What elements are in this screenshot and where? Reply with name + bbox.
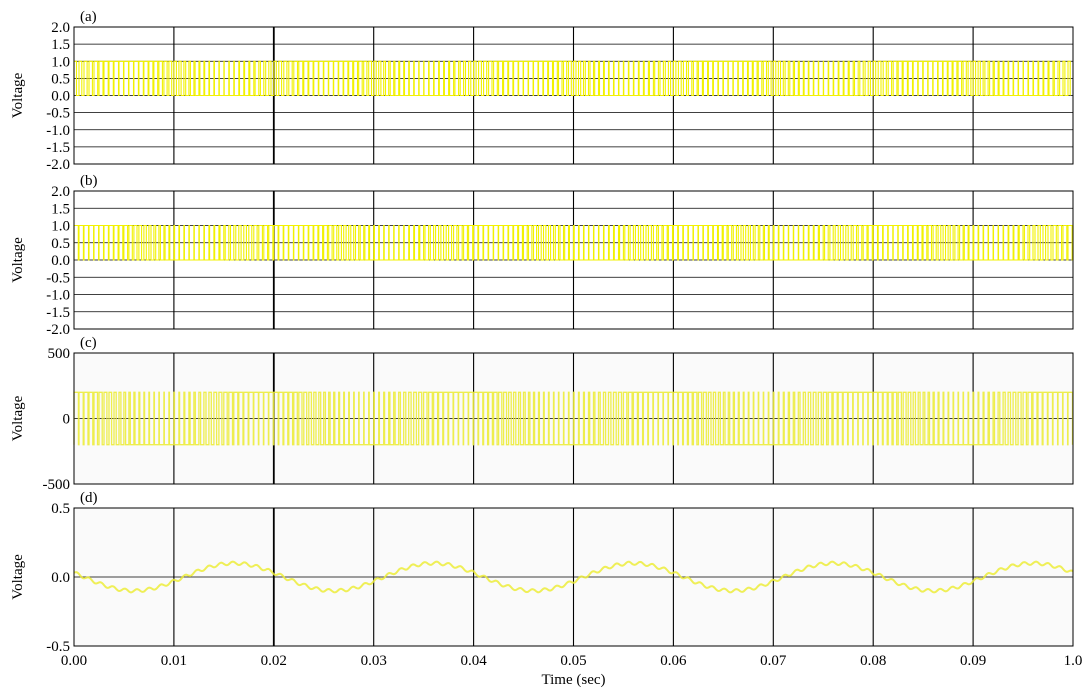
plot-frame bbox=[73, 352, 1074, 485]
signal-trace bbox=[73, 224, 1074, 261]
panel-label: (b) bbox=[80, 173, 98, 189]
y-axis-label: Voltage bbox=[10, 395, 26, 441]
plot-frame bbox=[73, 190, 1074, 330]
y-tick-label: -500 bbox=[43, 477, 71, 493]
x-tick-label: 1.0 bbox=[1064, 653, 1083, 669]
y-tick-label: 0 bbox=[63, 412, 71, 428]
y-tick-label: 1.5 bbox=[51, 37, 70, 53]
y-tick-label: -0.5 bbox=[46, 270, 70, 286]
x-tick-label: 0.00 bbox=[61, 653, 87, 669]
x-axis-label: Time (sec) bbox=[541, 672, 605, 688]
y-tick-label: 2.0 bbox=[51, 184, 70, 200]
x-tick-label: 0.06 bbox=[660, 653, 687, 669]
y-axis-label: Voltage bbox=[10, 72, 26, 118]
signal-trace bbox=[73, 391, 1074, 446]
y-tick-label: -2.0 bbox=[46, 157, 70, 173]
y-tick-label: 0.0 bbox=[51, 253, 70, 269]
y-tick-label: -1.0 bbox=[46, 123, 70, 139]
panel-a: 2.01.51.00.5 0.0-0.5-1.0-1.5-2.0 (a) Voltag… bbox=[10, 9, 1074, 173]
y-tick-label: 0.0 bbox=[51, 570, 70, 586]
panel-c: 500 0 -500 (c) Voltage bbox=[10, 335, 1074, 493]
y-tick-label: 0.5 bbox=[51, 71, 70, 87]
y-tick-label: 500 bbox=[48, 346, 71, 362]
y-tick-label: -1.5 bbox=[46, 140, 70, 156]
y-axis-label: Voltage bbox=[10, 237, 26, 283]
x-tick-label: 0.04 bbox=[460, 653, 487, 669]
x-tick-label: 0.05 bbox=[560, 653, 586, 669]
y-tick-label: 1.5 bbox=[51, 201, 70, 217]
x-tick-label: 0.08 bbox=[860, 653, 886, 669]
panel-label: (d) bbox=[80, 490, 98, 506]
y-tick-label: -0.5 bbox=[46, 639, 70, 655]
y-axis-label: Voltage bbox=[10, 554, 26, 600]
y-tick-label: -0.5 bbox=[46, 106, 70, 122]
panel-label: (a) bbox=[80, 9, 97, 25]
x-tick-label: 0.07 bbox=[760, 653, 787, 669]
y-tick-label: -2.0 bbox=[46, 322, 70, 338]
x-tick-label: 0.09 bbox=[960, 653, 986, 669]
panel-b: 2.01.5 1.00.50.0-0.5 -1.0-1.5-2.0 (b) Voltag… bbox=[10, 173, 1074, 338]
y-tick-label: 0.5 bbox=[51, 501, 70, 517]
x-tick-label: 0.01 bbox=[161, 653, 187, 669]
y-tick-label: 0.0 bbox=[51, 89, 70, 105]
y-tick-label: 2.0 bbox=[51, 20, 70, 36]
y-tick-label: 0.5 bbox=[51, 236, 70, 252]
x-tick-label: 0.02 bbox=[261, 653, 287, 669]
x-tick-label: 0.03 bbox=[361, 653, 387, 669]
y-tick-label: -1.5 bbox=[46, 305, 70, 321]
plot-frame bbox=[73, 507, 1074, 647]
y-tick-label: 1.0 bbox=[51, 219, 70, 235]
y-tick-label: 1.0 bbox=[51, 54, 70, 70]
plot-frame bbox=[73, 26, 1074, 165]
signal-trace bbox=[73, 60, 1071, 97]
panel-label: (c) bbox=[80, 335, 97, 351]
panel-d: 0.5 0.0 -0.5 (d) Voltage bbox=[10, 490, 1074, 655]
y-tick-label: -1.0 bbox=[46, 288, 70, 304]
signal-trace bbox=[73, 560, 1074, 594]
